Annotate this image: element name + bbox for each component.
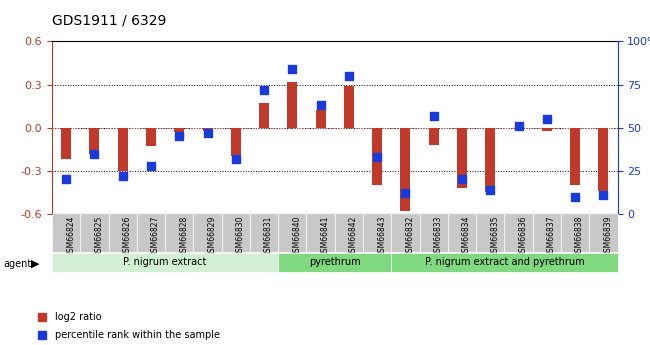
Text: GSM66842: GSM66842 [349,216,358,257]
Text: GSM66837: GSM66837 [547,216,556,257]
Bar [146,128,156,146]
FancyBboxPatch shape [391,253,618,272]
Point [485,187,495,193]
Text: GSM66835: GSM66835 [490,216,499,257]
FancyBboxPatch shape [278,253,391,272]
Bar [118,128,127,171]
FancyBboxPatch shape [363,214,391,252]
Bar [599,128,608,191]
Text: GSM66830: GSM66830 [236,216,245,257]
Bar [61,128,71,159]
Text: percentile rank within the sample: percentile rank within the sample [55,330,220,339]
Point [61,177,72,182]
FancyBboxPatch shape [420,214,448,252]
Text: GSM66827: GSM66827 [151,216,160,257]
Bar [90,128,99,154]
Text: P. nigrum extract and pyrethrum: P. nigrum extract and pyrethrum [424,257,584,267]
Text: GSM66836: GSM66836 [519,216,528,257]
Point [514,123,524,129]
Point [118,173,128,179]
Text: GSM66832: GSM66832 [406,216,415,257]
Text: P. nigrum extract: P. nigrum extract [124,257,207,267]
FancyBboxPatch shape [504,214,533,252]
Point [400,190,411,196]
Point [598,192,608,198]
Point [428,113,439,118]
Bar [570,128,580,185]
Point [315,102,326,108]
Point [372,154,382,160]
FancyBboxPatch shape [52,214,81,252]
Bar [486,128,495,192]
Point [174,134,185,139]
FancyBboxPatch shape [561,214,590,252]
Point [570,194,580,199]
Text: GSM66828: GSM66828 [179,216,188,257]
Text: GSM66838: GSM66838 [575,216,584,257]
FancyBboxPatch shape [590,214,618,252]
Point [231,156,241,161]
Text: log2 ratio: log2 ratio [55,313,102,322]
FancyBboxPatch shape [448,214,476,252]
FancyBboxPatch shape [532,214,561,252]
Text: GSM66833: GSM66833 [434,216,443,257]
FancyBboxPatch shape [250,214,278,252]
Bar [316,110,326,128]
Bar [514,128,523,129]
Point [259,87,269,92]
Bar [344,86,354,128]
Text: GSM66840: GSM66840 [292,216,302,257]
Point [457,177,467,182]
Text: GSM66829: GSM66829 [207,216,216,257]
FancyBboxPatch shape [278,214,307,252]
Text: GSM66825: GSM66825 [94,216,103,257]
Text: GDS1911 / 6329: GDS1911 / 6329 [52,13,166,28]
FancyBboxPatch shape [307,214,335,252]
Bar [231,128,240,156]
Bar [259,103,269,128]
Bar [203,128,213,130]
Text: GSM66841: GSM66841 [320,216,330,257]
FancyBboxPatch shape [391,214,420,252]
Bar [542,128,552,130]
FancyBboxPatch shape [136,214,165,252]
FancyBboxPatch shape [335,214,363,252]
Bar [457,128,467,188]
Text: GSM66831: GSM66831 [264,216,273,257]
Point [344,73,354,79]
Point [146,163,156,168]
Bar [400,128,410,211]
Text: GSM66826: GSM66826 [123,216,132,257]
Text: GSM66824: GSM66824 [66,216,75,257]
FancyBboxPatch shape [476,214,504,252]
FancyBboxPatch shape [81,214,109,252]
Bar [174,128,184,132]
Point [541,116,552,122]
Text: pyrethrum: pyrethrum [309,257,361,267]
Text: agent: agent [3,259,31,269]
FancyBboxPatch shape [222,214,250,252]
Text: ▶: ▶ [31,259,40,269]
Bar [429,128,439,145]
Point [287,66,298,72]
Text: GSM66839: GSM66839 [603,216,612,257]
FancyBboxPatch shape [52,253,278,272]
Point [89,151,99,156]
Bar [287,82,297,128]
Point [202,130,213,136]
Bar [372,128,382,185]
FancyBboxPatch shape [194,214,222,252]
Text: GSM66843: GSM66843 [377,216,386,257]
FancyBboxPatch shape [165,214,194,252]
FancyBboxPatch shape [109,214,137,252]
Text: GSM66834: GSM66834 [462,216,471,257]
